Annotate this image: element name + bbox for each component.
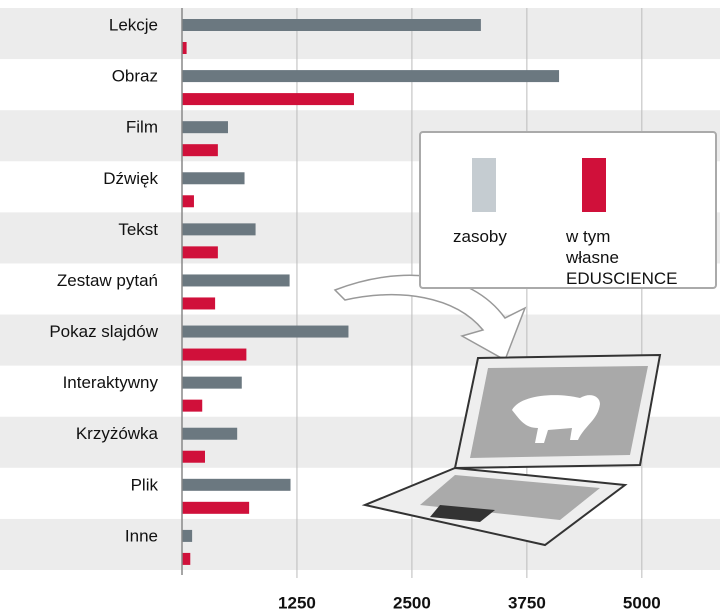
- bar: [182, 297, 216, 310]
- y-tick-label: Dźwięk: [103, 169, 158, 188]
- bar: [182, 274, 290, 287]
- y-tick-label: Krzyżówka: [76, 424, 159, 443]
- bar: [182, 70, 560, 83]
- bar: [182, 172, 245, 185]
- y-tick-label: Obraz: [112, 67, 158, 86]
- bar: [182, 121, 228, 134]
- bars: [182, 19, 560, 565]
- bar: [182, 93, 354, 106]
- legend-swatch: [472, 158, 496, 212]
- arrow: [333, 274, 527, 362]
- row-band: [0, 518, 720, 570]
- bar: [182, 144, 218, 157]
- bar: [182, 376, 242, 389]
- bar: [182, 348, 247, 361]
- bar: [182, 399, 203, 412]
- bar: [182, 529, 193, 542]
- bar: [182, 19, 481, 31]
- x-tick-label: 5000: [623, 593, 661, 612]
- legend-label: zasoby: [453, 227, 507, 246]
- bar: [182, 450, 205, 463]
- legend: [419, 131, 717, 289]
- y-tick-label: Lekcje: [109, 15, 158, 34]
- y-tick-label: Zestaw pytań: [57, 271, 158, 290]
- bar: [182, 501, 250, 514]
- y-tick-label: Interaktywny: [63, 373, 159, 392]
- bar: [182, 195, 194, 208]
- bar: [182, 223, 256, 236]
- x-tick-label: 1250: [278, 593, 316, 612]
- bar: [182, 427, 238, 440]
- bar: [182, 42, 187, 54]
- x-tick-label: 2500: [393, 593, 431, 612]
- y-tick-label: Tekst: [118, 220, 158, 239]
- bar: [182, 246, 218, 259]
- legend-swatch: [582, 158, 606, 212]
- bear: [512, 395, 600, 443]
- bar: [182, 478, 291, 491]
- bar: [182, 325, 349, 338]
- illustration: [333, 274, 662, 547]
- x-tick-label: 3750: [508, 593, 546, 612]
- touchpad: [430, 505, 495, 522]
- bar: [182, 552, 191, 565]
- y-tick-label: Film: [126, 118, 158, 137]
- y-tick-label: Inne: [125, 526, 158, 545]
- legend-label: w tym własne EDUSCIENCE: [566, 227, 678, 288]
- row-backgrounds: [0, 8, 720, 570]
- y-tick-label: Plik: [131, 475, 159, 494]
- y-tick-label: Pokaz slajdów: [49, 322, 158, 341]
- row-band: [0, 8, 720, 60]
